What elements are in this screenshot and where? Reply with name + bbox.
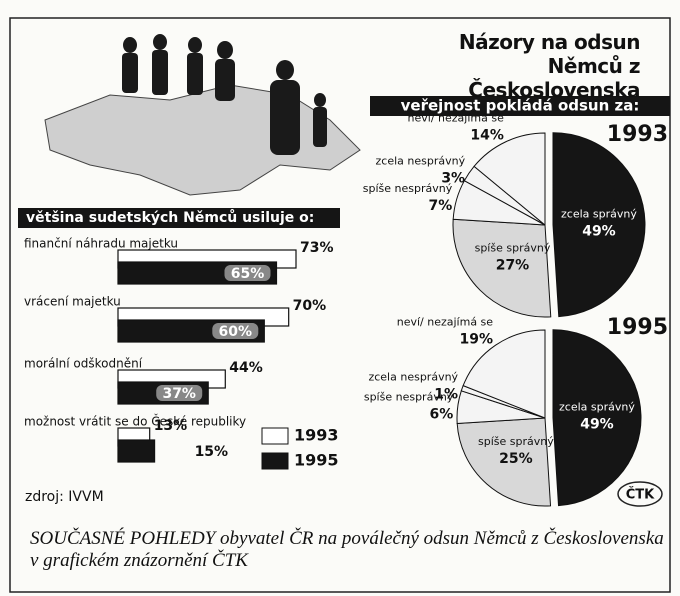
slice-value: 25% <box>499 451 533 467</box>
people-illustration <box>122 34 327 155</box>
value-label: 44% <box>229 360 263 376</box>
title: Názory na odsun Němců z Československa <box>458 30 641 102</box>
value-label-box <box>156 385 203 401</box>
slice-value: 1% <box>434 387 458 403</box>
caption: SOUČASNÉ POHLEDY obyvatel ČR na poválečn… <box>30 528 664 571</box>
slice-label: neví/ nezajímá se <box>408 112 505 125</box>
bar-title: většina sudetských Němců usiluje o: <box>26 209 314 226</box>
category-label: morální odškodnění <box>24 357 143 371</box>
logo: ČTK <box>626 487 655 503</box>
value-label: 37% <box>162 386 196 402</box>
slice-value: 19% <box>460 332 494 348</box>
value-label-box <box>212 323 259 339</box>
category-label: vrácení majetku <box>24 295 121 309</box>
subtitle-band <box>370 96 670 116</box>
pie-title: 1995 <box>607 315 668 340</box>
slice-label: spíše nesprávný <box>364 390 454 403</box>
slice-label: zcela správný <box>561 207 637 220</box>
slice-value: 3% <box>441 171 465 187</box>
slice-label: zcela nesprávný <box>376 155 466 168</box>
pie-slice <box>552 132 646 318</box>
legend-swatch <box>261 452 289 470</box>
legend-label: 1995 <box>294 451 339 470</box>
value-label: 13% <box>154 418 188 434</box>
pie-slice <box>456 417 552 507</box>
subtitle: veřejnost pokládá odsun za: <box>401 97 640 115</box>
legend-swatch <box>261 427 289 445</box>
bar-title-band <box>18 208 340 228</box>
slice-label: neví/ nezajímá se <box>397 316 494 329</box>
value-label: 60% <box>219 324 253 340</box>
pie-title: 1993 <box>607 122 668 147</box>
value-label: 73% <box>300 240 334 256</box>
slice-value: 49% <box>580 416 614 432</box>
slice-label: spíše správný <box>478 435 554 448</box>
slice-label: zcela nesprávný <box>368 371 458 384</box>
legend-label: 1993 <box>294 426 339 445</box>
slice-value: 14% <box>470 128 504 144</box>
category-label: možnost vrátit se do České republiky <box>24 414 246 429</box>
map-illustration <box>44 84 361 196</box>
value-label: 70% <box>293 298 327 314</box>
logo-ring <box>617 481 663 507</box>
category-label: finanční náhradu majetku <box>24 237 178 251</box>
value-label-box <box>224 265 271 281</box>
slice-label: spíše nesprávný <box>363 182 453 195</box>
pie-slice <box>552 329 642 507</box>
frame <box>9 17 671 593</box>
pie-slice <box>462 329 546 419</box>
slice-value: 7% <box>428 198 452 214</box>
bar <box>117 439 156 463</box>
slice-label: zcela správný <box>559 400 635 413</box>
slice-value: 6% <box>430 406 454 422</box>
pie-slice <box>452 218 552 318</box>
value-label: 65% <box>231 266 265 282</box>
value-label: 15% <box>195 444 229 460</box>
source: zdroj: IVVM <box>25 489 104 505</box>
pie-slice <box>473 132 546 227</box>
slice-value: 27% <box>496 258 530 274</box>
slice-value: 49% <box>582 223 616 239</box>
slice-label: spíše správný <box>475 242 551 255</box>
